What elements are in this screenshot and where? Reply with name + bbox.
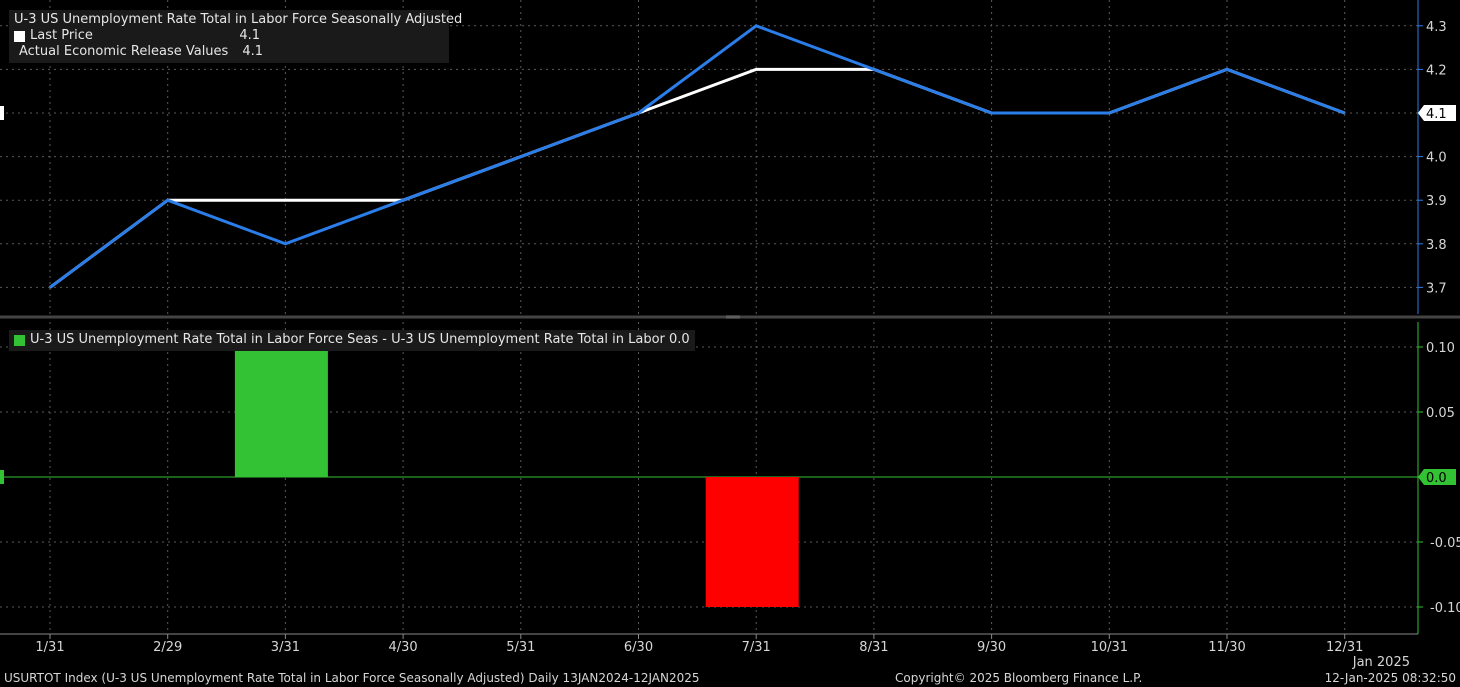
upper-y-tick-label: 4.3 xyxy=(1426,20,1447,35)
bar-negative xyxy=(705,477,799,607)
lower-y-tick-label: -0.10 xyxy=(1430,601,1460,616)
x-year-label: Jan 2025 xyxy=(1352,655,1410,670)
lower-y-tick-label: 0.05 xyxy=(1426,406,1455,421)
legend-label: Last Price xyxy=(30,28,93,43)
upper-y-tick-label: 4.0 xyxy=(1426,151,1447,166)
line-series xyxy=(49,24,1346,289)
lower-y-tick-label: 0.10 xyxy=(1426,341,1455,356)
legend-swatch-green xyxy=(14,334,25,346)
upper-chart-title: U-3 US Unemployment Rate Total in Labor … xyxy=(14,12,463,27)
axes xyxy=(0,0,1460,639)
bar-positive xyxy=(234,347,328,477)
x-tick-label: 6/30 xyxy=(624,640,653,655)
upper-y-tick-label: 4.2 xyxy=(1426,63,1447,78)
tick-labels: 3.7 3.8 3.9 4.0 4.2 4.3 4.1 0.10 0.05 -0.05 -0.10 0… xyxy=(35,20,1460,670)
lower-last-value-tag xyxy=(1418,469,1456,485)
legend-value: 4.1 xyxy=(242,44,264,59)
upper-left-value-marker xyxy=(0,106,4,120)
footer-center: Copyright© 2025 Bloomberg Finance L.P. xyxy=(895,671,1143,685)
legend-label: Actual Economic Release Values xyxy=(19,44,229,59)
upper-last-value-tag xyxy=(1418,105,1456,121)
bar-series xyxy=(234,347,799,607)
footer-left: USURTOT Index (U-3 US Unemployment Rate … xyxy=(4,671,700,685)
upper-y-tick-label: 3.9 xyxy=(1426,194,1447,209)
lower-legend: U-3 US Unemployment Rate Total in Labor … xyxy=(9,330,695,351)
series-line-actual-release xyxy=(49,24,1346,289)
legend-item-difference: U-3 US Unemployment Rate Total in Labor … xyxy=(14,332,690,348)
upper-y-tick-label: 3.8 xyxy=(1426,238,1447,253)
x-tick-label: 4/30 xyxy=(388,640,417,655)
legend-item-actual-release: Actual Economic Release Values 4.1 xyxy=(14,44,264,60)
x-tick-label: 9/30 xyxy=(977,640,1006,655)
upper-legend: U-3 US Unemployment Rate Total in Labor … xyxy=(9,10,463,63)
series-line-last-price xyxy=(49,67,1346,289)
legend-value: 4.1 xyxy=(239,28,260,43)
legend-item-last-price: Last Price 4.1 xyxy=(14,28,260,44)
legend-swatch-white xyxy=(14,30,25,42)
lower-y-tick-label: -0.05 xyxy=(1430,536,1460,551)
x-tick-label: 7/31 xyxy=(742,640,771,655)
x-tick-label: 5/31 xyxy=(506,640,535,655)
x-tick-label: 1/31 xyxy=(35,640,64,655)
lower-last-value-label: 0.0 xyxy=(1426,471,1447,486)
upper-y-tick-label: 3.7 xyxy=(1426,281,1447,296)
x-tick-label: 11/30 xyxy=(1208,640,1245,655)
legend-label: U-3 US Unemployment Rate Total in Labor … xyxy=(30,332,690,347)
x-tick-label: 8/31 xyxy=(859,640,888,655)
x-tick-label: 12/31 xyxy=(1326,640,1363,655)
footer-right: 12-Jan-2025 08:32:50 xyxy=(1324,671,1456,685)
x-tick-label: 2/29 xyxy=(153,640,182,655)
grid-lines xyxy=(0,0,1418,634)
x-tick-label: 3/31 xyxy=(271,640,300,655)
upper-last-value-label: 4.1 xyxy=(1426,107,1447,122)
x-tick-label: 10/31 xyxy=(1091,640,1128,655)
